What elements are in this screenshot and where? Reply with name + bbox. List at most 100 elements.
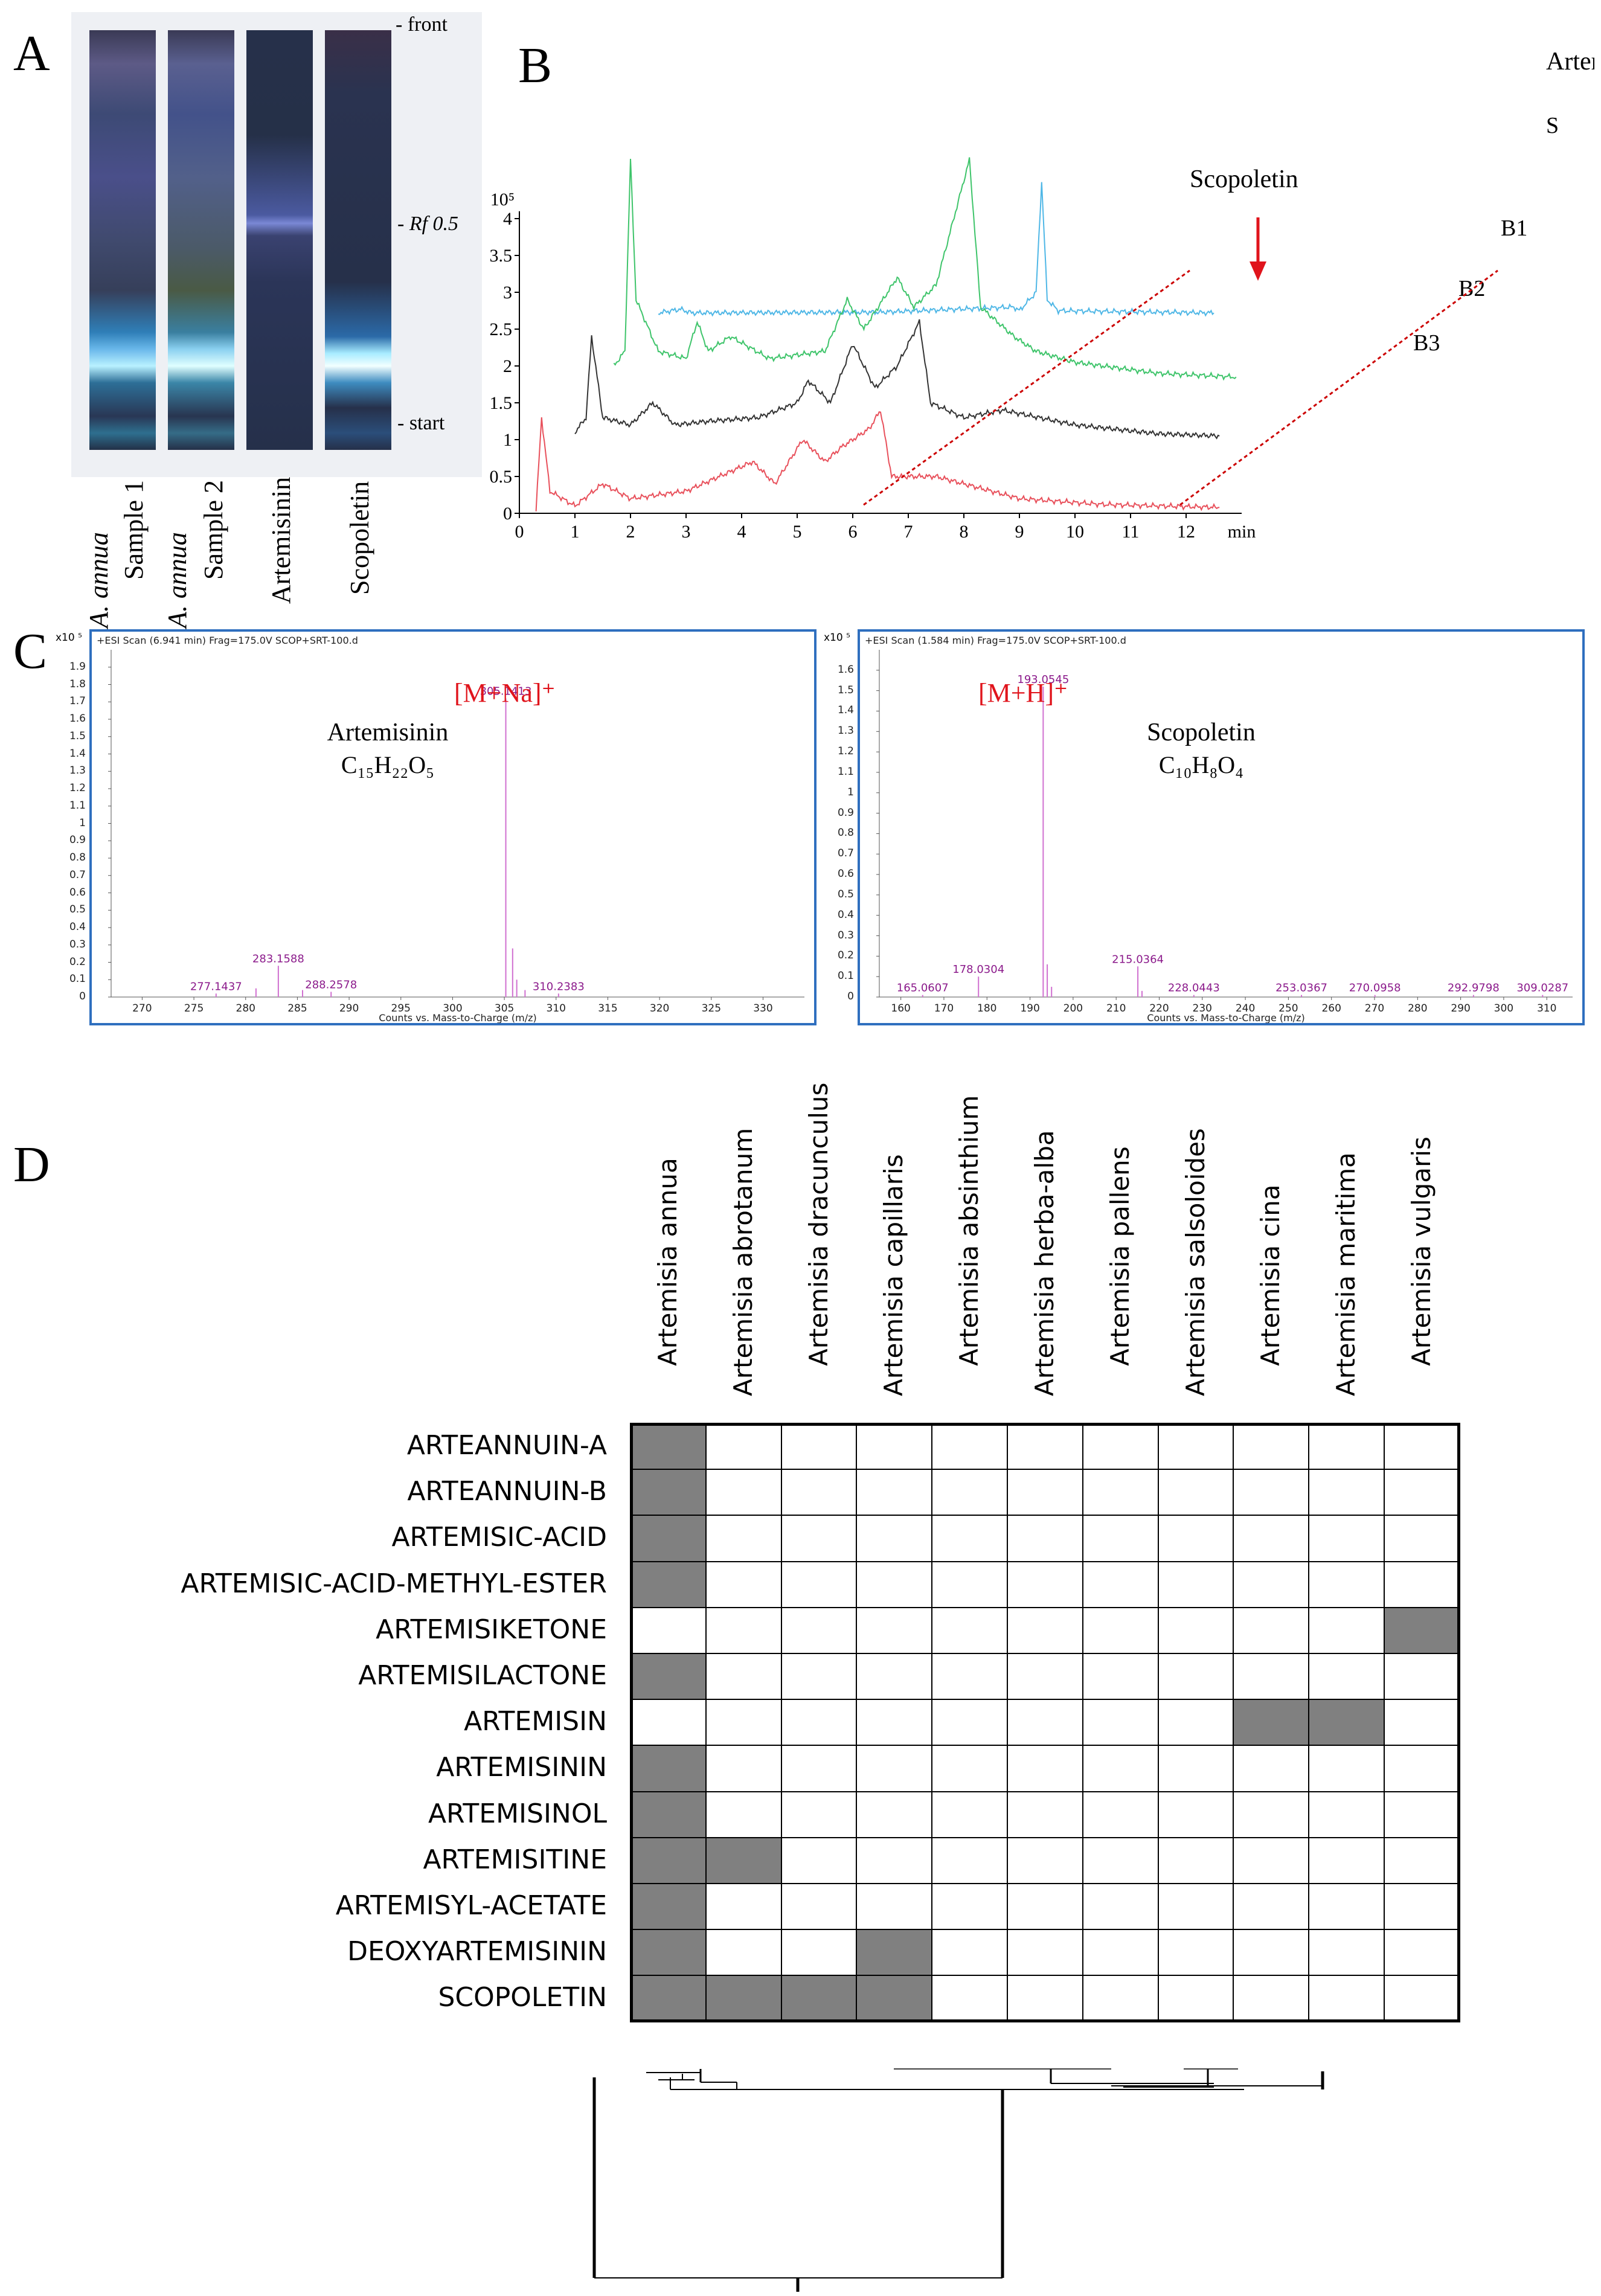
- lane-label-sample2-species: A. annua: [162, 532, 192, 628]
- heatmap-cell: [1082, 1929, 1159, 1977]
- heatmap-cell: [931, 1515, 1008, 1562]
- panel-label-a: A: [13, 25, 50, 82]
- heatmap-column-label: Artemisia cina: [1256, 1184, 1286, 1366]
- ms-y-tick-label: 1.3: [837, 725, 854, 737]
- chrom-trace-label-b3: B3: [1413, 330, 1440, 356]
- heatmap-column-label: Artemisia salsoloides: [1180, 1128, 1210, 1396]
- chrom-x-tick-label: 0: [515, 522, 524, 542]
- ms-y-tick-label: 0.4: [837, 908, 854, 921]
- heatmap-cell: [1082, 1745, 1159, 1792]
- chrom-guide-line: [1179, 269, 1498, 506]
- heatmap-cell: [780, 1469, 858, 1516]
- ms-y-tick-label: 0: [847, 990, 854, 1002]
- ms-y-tick-label: 0.5: [69, 903, 86, 916]
- heatmap-cell: [856, 1469, 933, 1516]
- heatmap-cell: [1007, 1883, 1083, 1931]
- heatmap-cell: [856, 1515, 933, 1562]
- ms-y-tick-label: 1.5: [69, 730, 86, 742]
- tlc-lane-scopoletin: [325, 30, 391, 450]
- heatmap-row-label: ARTEMISIC-ACID: [391, 1522, 607, 1553]
- ms-peak-label: 277.1437: [190, 980, 242, 993]
- ms-peak-label: 165.0607: [897, 982, 949, 995]
- ms-y-tick-label: 0.3: [69, 938, 86, 951]
- heatmap-cell: [931, 1745, 1008, 1792]
- heatmap-column-label: Artemisia abrotanum: [728, 1127, 758, 1396]
- ms-x-tick-label: 240: [1236, 1002, 1255, 1015]
- ms-left-y-unit: x10 ⁵: [56, 632, 82, 644]
- chrom-y-exponent: 10⁵: [490, 190, 515, 210]
- ms-y-tick-label: 1.2: [69, 782, 86, 794]
- ms-y-tick-label: 1: [79, 816, 86, 829]
- heatmap-cell: [1007, 1791, 1083, 1838]
- ms-x-tick-label: 320: [650, 1002, 669, 1015]
- ms-ion-label: [M+H]⁺: [978, 678, 1068, 708]
- heatmap-cell: [780, 1929, 858, 1977]
- ms-y-tick-label: 1.4: [837, 704, 854, 717]
- heatmap-row-label: ARTEMISIN: [464, 1706, 607, 1737]
- heatmap-cell: [856, 1791, 933, 1838]
- heatmap-outline: [630, 1423, 1460, 2022]
- heatmap-cell: [630, 1791, 707, 1838]
- ms-y-tick-label: 1.1: [69, 799, 86, 812]
- chrom-trace-s: [658, 182, 1214, 317]
- panel-label-c: C: [13, 623, 48, 679]
- ms-y-tick-label: 0.3: [837, 929, 854, 941]
- heatmap-cell: [1007, 1469, 1083, 1516]
- ms-x-tick-label: 270: [1365, 1002, 1384, 1015]
- dendrogram: [592, 2068, 1324, 2292]
- tlc-marker-front: - front: [396, 13, 448, 36]
- heatmap-cell: [705, 1515, 782, 1562]
- ms-peak-label: 228.0443: [1168, 982, 1220, 995]
- heatmap-row-label: ARTEMISITINE: [423, 1844, 607, 1875]
- ms-x-label: Counts vs. Mass-to-Charge (m/z): [379, 1012, 536, 1023]
- heatmap-column-label: Artemisia dracunculus: [803, 1082, 833, 1366]
- chrom-x-tick-label: 10: [1066, 522, 1084, 542]
- heatmap-row-label: ARTEMISIC-ACID-METHYL-ESTER: [181, 1568, 607, 1599]
- ms-peak-label: 178.0304: [952, 963, 1004, 976]
- ms-peak-label: 253.0367: [1275, 982, 1327, 995]
- heatmap-column-label: Artemisia absinthium: [954, 1095, 984, 1366]
- heatmap-cell: [931, 1836, 1008, 1884]
- heatmap-cell: [1007, 1929, 1083, 1977]
- ms-y-tick-label: 0.5: [837, 888, 854, 900]
- heatmap-cell: [630, 1469, 707, 1516]
- ms-x-tick-label: 300: [1494, 1002, 1513, 1015]
- heatmap-cell: [856, 1560, 933, 1608]
- heatmap-cell: [1308, 1469, 1385, 1516]
- ms-x-tick-label: 210: [1106, 1002, 1126, 1015]
- ms-x-tick-label: 305: [495, 1002, 514, 1015]
- ms-y-tick-label: 1.8: [69, 678, 86, 690]
- chrom-y-tick-label: 3: [503, 283, 512, 303]
- ms-y-tick-label: 1.3: [69, 765, 86, 777]
- chrom-trace-b1: [613, 157, 1237, 381]
- heatmap-cell: [931, 1469, 1008, 1516]
- ms-y-tick-label: 0.1: [837, 970, 854, 983]
- ms-x-tick-label: 290: [1451, 1002, 1470, 1015]
- ms-y-tick-label: 1.6: [69, 713, 86, 725]
- ms-x-tick-label: 295: [391, 1002, 411, 1015]
- chrom-y-tick-label: 0.5: [490, 467, 513, 487]
- chrom-x-tick-label: 1: [571, 522, 580, 542]
- heatmap-cell: [1007, 1606, 1083, 1654]
- ms-x-tick-label: 315: [598, 1002, 617, 1015]
- ms-x-tick-label: 275: [184, 1002, 204, 1015]
- heatmap-cell: [705, 1560, 782, 1608]
- chrom-trace-label-b2: B2: [1458, 276, 1485, 301]
- heatmap-cell: [1384, 1836, 1460, 1884]
- heatmap-cell: [1082, 1975, 1159, 2022]
- arrow-scopoletin-head: [1250, 261, 1266, 281]
- annotation-scopoletin: Scopoletin: [1190, 165, 1298, 193]
- ms-y-tick-label: 1: [847, 786, 854, 798]
- heatmap-cell: [705, 1606, 782, 1654]
- ms-peak-label: 215.0364: [1112, 953, 1164, 966]
- chrom-y-tick-label: 2.5: [490, 319, 513, 339]
- heatmap-cell: [931, 1606, 1008, 1654]
- chrom-trace-b3: [535, 411, 1220, 511]
- annotation-artemisinin: Artemisinin: [1546, 48, 1594, 75]
- ms-y-tick-label: 0.1: [69, 973, 86, 986]
- ms-right-y-unit: x10 ⁵: [824, 632, 850, 644]
- ms-x-tick-label: 180: [977, 1002, 996, 1015]
- ms-compound-formula: C₁₀H₈O₄: [1159, 751, 1243, 778]
- chrom-x-tick-label: 2: [626, 522, 635, 542]
- heatmap-cell: [1007, 1560, 1083, 1608]
